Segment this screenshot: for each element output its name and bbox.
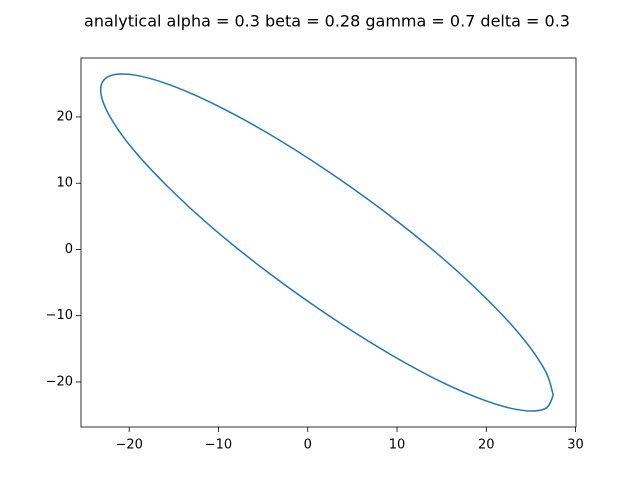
x-tick-label: 20 [478,438,495,453]
y-tick-label: 20 [56,109,73,124]
y-tick-label: 0 [65,242,73,257]
y-tick-label: −10 [46,308,73,323]
y-tick-label: −20 [46,374,73,389]
x-tick-label: −20 [115,438,142,453]
y-tick-label: 10 [56,176,73,191]
x-tick-label: −10 [205,438,232,453]
plot-frame [80,57,577,428]
line-series [99,73,554,412]
x-tick-label: 10 [389,438,406,453]
x-tick-label: 30 [567,438,584,453]
chart-title: analytical alpha = 0.3 beta = 0.28 gamma… [84,12,570,31]
x-tick-label: 0 [304,438,312,453]
